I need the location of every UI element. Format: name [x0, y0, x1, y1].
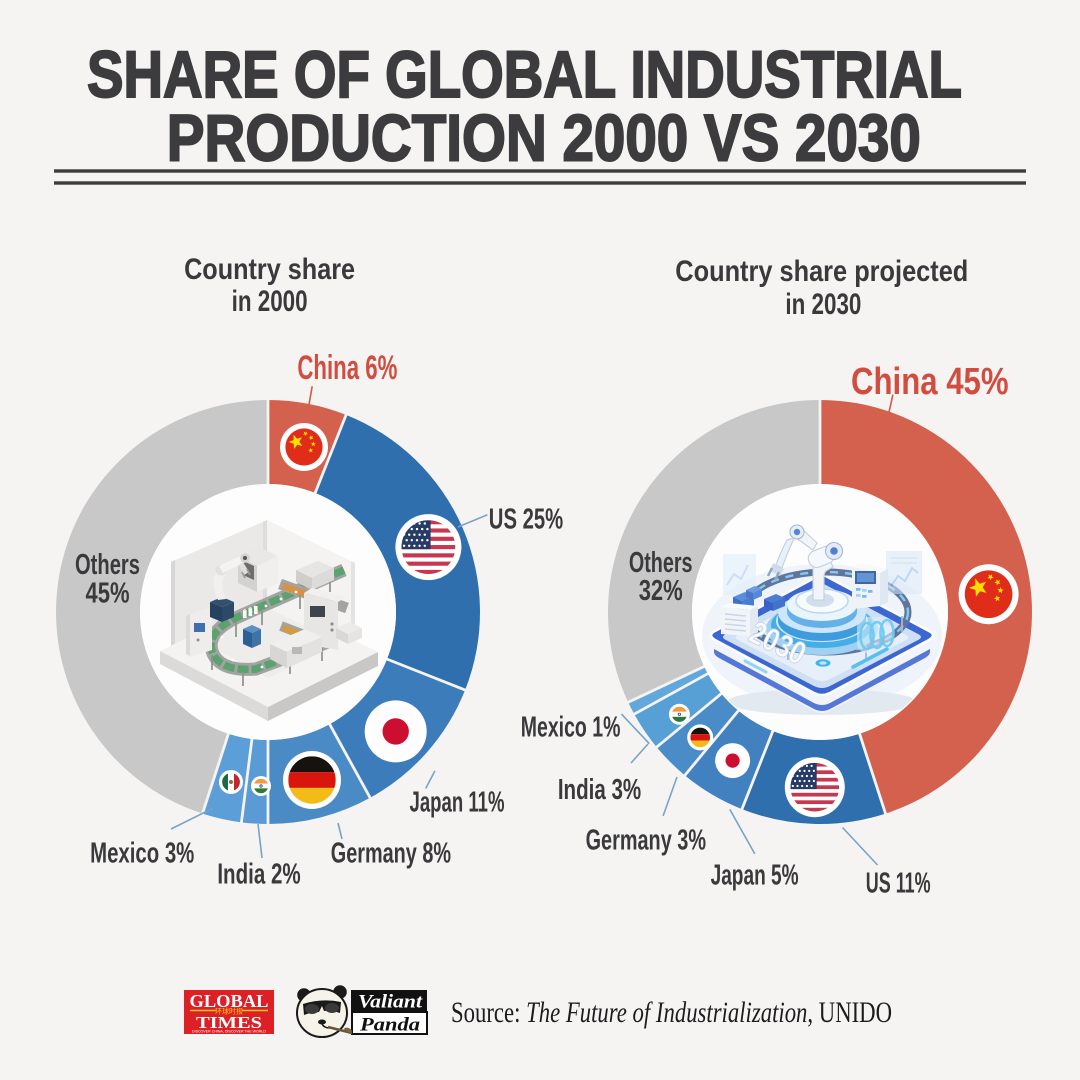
svg-text:Germany 8%: Germany 8% [331, 838, 451, 870]
svg-text:in 2030: in 2030 [785, 288, 861, 321]
svg-text:TIMES: TIMES [196, 1013, 262, 1032]
svg-text:GLOBAL: GLOBAL [190, 991, 269, 1011]
svg-text:US 25%: US 25% [489, 503, 564, 535]
svg-text:in 2000: in 2000 [232, 285, 308, 318]
svg-text:32%: 32% [639, 575, 683, 607]
svg-text:India 3%: India 3% [558, 774, 641, 806]
svg-text:US 11%: US 11% [866, 868, 931, 900]
svg-text:DISCOVER CHINA, DISCOVER THE W: DISCOVER CHINA, DISCOVER THE WORLD [192, 1030, 267, 1034]
svg-text:SHARE OF GLOBAL INDUSTRIAL: SHARE OF GLOBAL INDUSTRIAL [87, 37, 962, 111]
svg-text:Japan 11%: Japan 11% [410, 787, 505, 819]
svg-text:Others: Others [629, 547, 693, 579]
svg-text:Mexico 3%: Mexico 3% [90, 838, 194, 870]
svg-text:45%: 45% [86, 578, 130, 610]
svg-text:Source: The Future of Industri: Source: The Future of Industrialization,… [451, 996, 892, 1029]
svg-text:Germany 3%: Germany 3% [586, 825, 707, 857]
svg-text:Others: Others [75, 549, 140, 581]
svg-text:PRODUCTION 2000 VS 2030: PRODUCTION 2000 VS 2030 [167, 101, 921, 175]
svg-text:China 6%: China 6% [297, 349, 397, 387]
svg-text:Valiant: Valiant [358, 992, 423, 1013]
svg-text:Country share: Country share [184, 253, 355, 286]
svg-text:Mexico 1%: Mexico 1% [521, 711, 621, 743]
svg-text:Country share projected: Country share projected [675, 255, 968, 288]
svg-text:Panda: Panda [359, 1015, 421, 1036]
svg-text:Japan 5%: Japan 5% [711, 859, 799, 891]
svg-text:China 45%: China 45% [851, 361, 1009, 403]
svg-text:环球时报: 环球时报 [215, 1007, 243, 1016]
svg-text:India 2%: India 2% [217, 858, 300, 890]
